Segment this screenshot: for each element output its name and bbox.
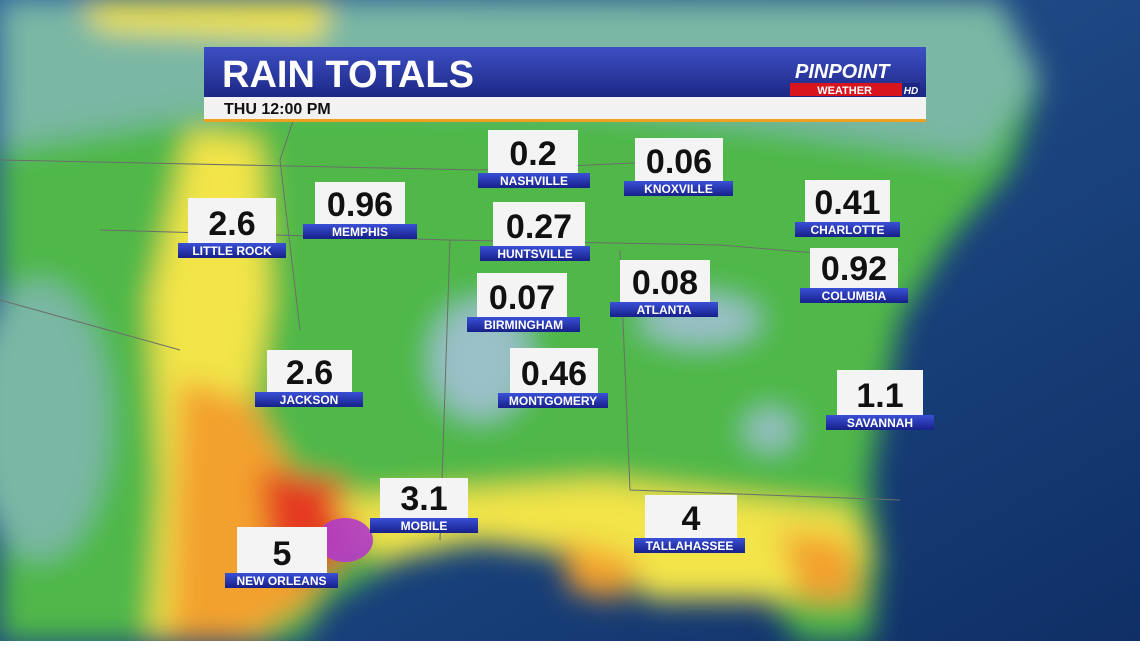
name-tag <box>795 222 900 237</box>
rain-value: 3.1 <box>400 480 447 518</box>
value-box <box>380 478 468 518</box>
rain-value: 0.08 <box>632 264 698 302</box>
city-name: MOBILE <box>401 519 448 533</box>
name-tag <box>610 302 718 317</box>
name-tag <box>478 173 590 188</box>
name-tag <box>303 224 417 239</box>
city-name: NASHVILLE <box>500 174 568 188</box>
accent-line <box>204 119 926 122</box>
title: RAIN TOTALS <box>222 54 474 96</box>
time: THU 12:00 PM <box>224 101 331 118</box>
name-tag <box>826 415 934 430</box>
rain-value: 4 <box>682 500 701 538</box>
rain-value: 0.06 <box>646 143 712 181</box>
city-name: NEW ORLEANS <box>237 574 327 588</box>
name-tag <box>498 393 608 408</box>
rain-value: 0.46 <box>521 355 587 393</box>
rain-value: 5 <box>273 535 292 573</box>
value-box <box>810 248 898 288</box>
rain-value: 1.1 <box>856 377 903 415</box>
rain-value: 0.92 <box>821 250 887 288</box>
title-banner: RAIN TOTALS THU 12:00 PM PINPOINT WEATHE… <box>204 47 926 122</box>
city-name: JACKSON <box>280 393 339 407</box>
value-box <box>620 260 710 302</box>
name-tag <box>634 538 745 553</box>
name-tag <box>370 518 478 533</box>
rain-value: 0.2 <box>509 135 556 173</box>
logo-badge-bg <box>902 83 920 96</box>
logo-bottom: WEATHER <box>817 85 872 97</box>
name-tag <box>225 573 338 588</box>
name-tag <box>178 243 286 258</box>
max-rain-spot <box>317 518 373 562</box>
rain-value: 0.96 <box>327 186 393 224</box>
city-name: COLUMBIA <box>822 289 887 303</box>
value-box <box>510 348 598 393</box>
city-name: TALLAHASSEE <box>646 539 734 553</box>
logo-top: PINPOINT <box>795 61 891 83</box>
city-name: CHARLOTTE <box>811 223 885 237</box>
value-box <box>493 202 585 246</box>
logo-badge: HD <box>904 86 918 97</box>
rain-value: 0.07 <box>489 279 555 317</box>
value-box <box>488 130 578 173</box>
value-box <box>645 495 737 538</box>
logo-bar <box>790 83 902 96</box>
city-name: KNOXVILLE <box>644 182 713 196</box>
value-box <box>315 182 405 224</box>
city-name: MEMPHIS <box>332 225 388 239</box>
city-name: BIRMINGHAM <box>484 318 563 332</box>
city-name: SAVANNAH <box>847 416 913 430</box>
rain-value: 0.27 <box>506 208 572 246</box>
name-tag <box>624 181 733 196</box>
value-box <box>477 273 567 317</box>
value-box <box>267 350 352 392</box>
name-tag <box>800 288 908 303</box>
city-name: MONTGOMERY <box>509 394 597 408</box>
name-tag <box>480 246 590 261</box>
city-name: LITTLE ROCK <box>192 244 272 258</box>
rain-value: 2.6 <box>208 205 255 243</box>
rain-value: 0.41 <box>814 184 880 222</box>
time-strip <box>204 97 926 119</box>
value-box <box>635 138 723 181</box>
name-tag <box>467 317 580 332</box>
value-box <box>188 198 276 243</box>
city-name: ATLANTA <box>637 303 692 317</box>
rain-value: 2.6 <box>286 354 333 392</box>
value-box <box>837 370 923 415</box>
value-box <box>237 527 327 573</box>
value-box <box>805 180 890 222</box>
name-tag <box>255 392 363 407</box>
city-name: HUNTSVILLE <box>497 247 572 261</box>
